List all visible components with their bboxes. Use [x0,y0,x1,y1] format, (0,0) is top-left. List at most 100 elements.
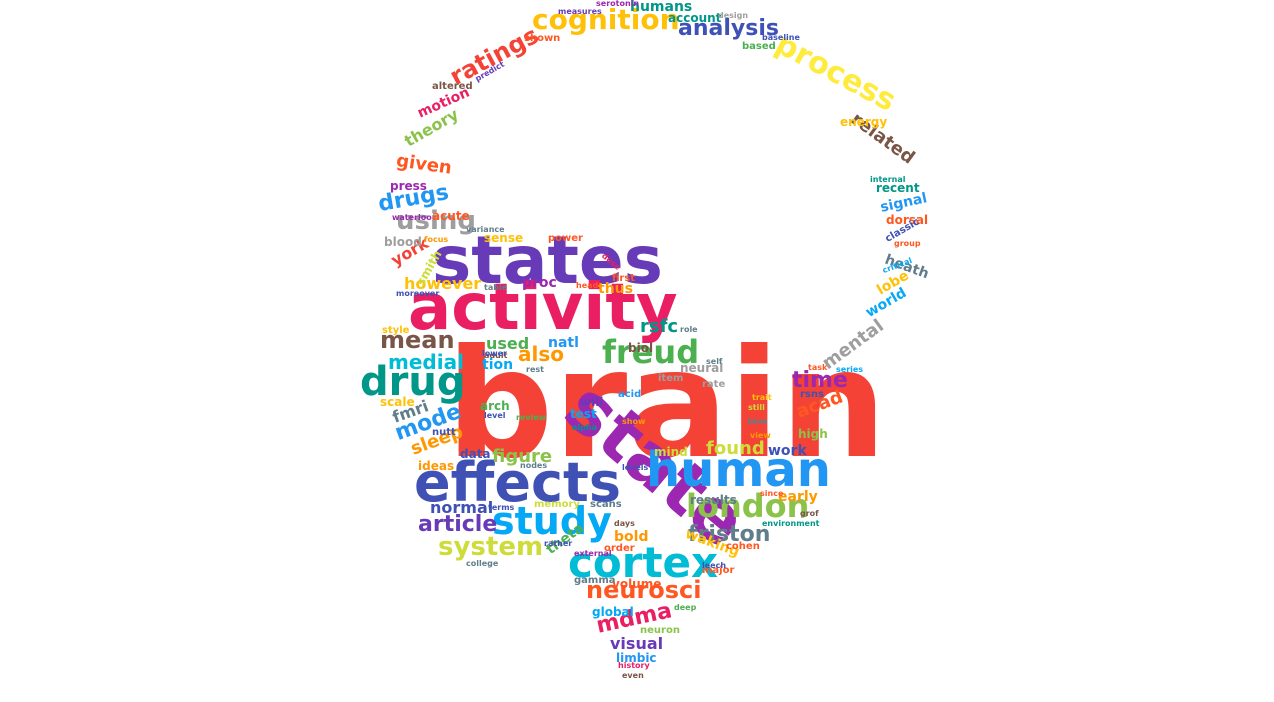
cloud-word: freud [602,333,700,371]
cloud-word: thus [598,281,633,297]
cloud-word: role [680,325,698,334]
cloud-word: table [484,283,508,292]
cloud-word: order [604,543,635,554]
cloud-word: rsns [800,389,824,400]
cloud-word: press [390,179,427,193]
cloud-word: medial [388,350,464,374]
cloud-word: lower [482,349,507,358]
cloud-word: using [396,206,477,236]
cloud-word: group [894,239,921,248]
cloud-word: account [668,11,722,25]
cloud-word: scale [380,395,415,409]
cloud-word: cohen [726,541,760,552]
cloud-word: terms [488,503,515,512]
cloud-word: rather [544,539,573,548]
cloud-word: series [836,365,864,374]
cloud-word: recent [876,181,920,195]
cloud-word: acid [618,389,642,400]
cloud-word: scans [590,499,622,510]
cloud-word: effects [414,451,621,514]
cloud-word: article [418,512,498,537]
cloud-word: focus [424,235,449,244]
cloud-word: energy [840,115,888,129]
cloud-word: self [706,357,723,366]
cloud-word: external [574,549,612,558]
cloud-word: volume [612,577,662,591]
cloud-word: gamma [574,575,616,586]
cloud-word: limbic [616,651,657,665]
cloud-word: high [798,427,828,441]
cloud-word: also [518,342,564,366]
cloud-word: tion [482,357,514,373]
cloud-word: memory [534,499,580,510]
cloud-word: based [742,41,776,52]
cloud-word: power [548,233,583,244]
cloud-word: ideas [418,459,455,473]
cloud-word: item [658,373,684,384]
cloud-word: given [394,150,454,179]
cloud-word: rest [526,365,544,374]
cloud-word: humans [630,0,693,15]
cloud-word: london [686,487,810,525]
cloud-word: moreover [396,289,440,298]
cloud-word: normal [430,498,494,517]
cloud-word: mind [654,445,688,459]
cloud-word: adult [484,351,508,360]
cloud-word: early [778,489,818,505]
cloud-word: biol [628,341,654,355]
cloud-word: rate [702,379,726,390]
cloud-word: style [382,325,410,336]
cloud-word: altered [432,81,473,92]
cloud-word: test [570,407,597,421]
cloud-word: cortex [568,538,719,587]
cloud-word: human [646,442,831,498]
cloud-word: grof [800,509,819,518]
cloud-word: however [404,274,482,293]
cloud-word: internal [870,175,906,184]
cloud-word: view [750,431,771,440]
cloud-word: bold [614,529,649,545]
cloud-word: environment [762,519,820,528]
cloud-word: neurosci [586,576,702,604]
cloud-word: levels [622,463,649,472]
cloud-word: proc [522,275,557,291]
cloud-word: dorsal [886,213,929,227]
cloud-word: review [516,413,547,422]
cloud-word: head [576,281,599,290]
cloud-word: work [768,443,807,459]
cloud-word: first [612,273,636,284]
cloud-word: history [618,661,650,670]
cloud-word: figure [492,446,553,467]
cloud-word: measures [558,7,602,16]
cloud-word: days [614,519,635,528]
cloud-word: process [769,26,902,119]
cloud-word: college [466,559,499,568]
cloud-word: deep [674,603,697,612]
cloud-word: baseline [762,33,800,42]
cloud-word: found [706,438,765,459]
cloud-word: variance [466,225,505,234]
cloud-word: brain [446,318,887,492]
cloud-word: activity [408,271,678,345]
cloud-word: since [760,489,784,498]
cloud-word: nutt [432,427,456,438]
cloud-word: show [622,417,646,426]
cloud-word: will [580,395,604,409]
cloud-word: task [808,363,828,372]
cloud-word: trait [752,393,772,402]
cloud-word: rsfc [640,316,679,337]
cloud-word: friston [688,522,771,547]
cloud-word: system [438,532,544,562]
cloud-word: alpha [572,423,597,432]
cloud-word: mean [380,326,455,354]
cloud-word: analysis [678,16,779,41]
cloud-word: cognition [532,3,680,36]
cloud-word: study [492,499,612,543]
cloud-word: neuron [640,625,680,636]
cloud-word: results [690,493,737,507]
cloud-word: still [748,403,765,412]
cloud-word: shown [524,33,561,44]
cloud-word: natl [548,335,579,351]
cloud-word: acute [432,209,470,223]
